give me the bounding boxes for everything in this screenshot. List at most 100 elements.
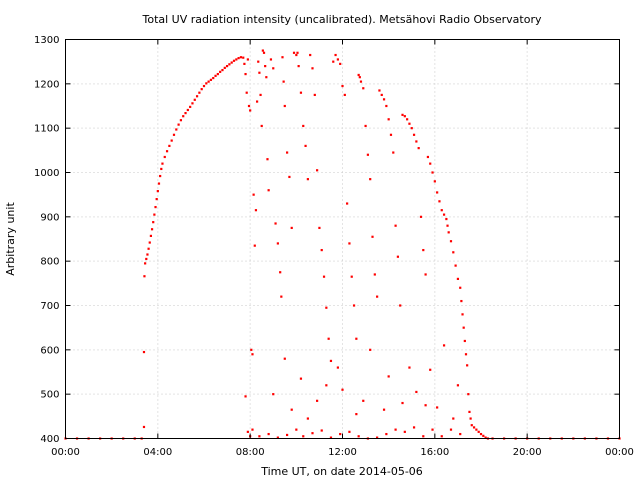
data-point	[143, 275, 146, 278]
data-point	[272, 393, 275, 396]
data-point	[149, 234, 153, 237]
data-point	[242, 56, 245, 59]
y-tick-label: 1100	[34, 124, 59, 135]
data-point	[200, 88, 203, 91]
data-point	[429, 368, 432, 371]
data-point	[456, 384, 460, 387]
data-point	[264, 65, 267, 68]
data-point	[429, 162, 432, 165]
y-tick-label: 900	[40, 212, 59, 223]
data-point	[258, 71, 261, 74]
y-tick-label: 400	[40, 434, 59, 445]
data-point	[221, 68, 224, 72]
data-point	[302, 124, 305, 128]
data-point	[253, 244, 256, 247]
data-point	[177, 123, 180, 126]
data-point	[357, 73, 360, 77]
data-point	[355, 337, 358, 340]
data-point	[265, 76, 268, 79]
data-point	[378, 89, 381, 92]
data-point	[459, 286, 462, 289]
x-axis-label: Time UT, on date 2014-05-06	[260, 465, 423, 478]
data-point	[357, 435, 360, 438]
data-point	[449, 240, 453, 243]
data-point	[246, 430, 249, 433]
data-point	[382, 98, 386, 101]
data-point	[286, 433, 289, 437]
data-point	[470, 424, 473, 427]
data-point	[309, 53, 312, 57]
data-point	[484, 436, 487, 439]
data-point	[257, 60, 260, 63]
data-point	[269, 58, 273, 61]
data-point	[159, 174, 162, 178]
data-point	[322, 275, 326, 278]
data-point	[399, 304, 402, 307]
data-point	[247, 104, 251, 108]
data-point	[306, 417, 309, 420]
data-point	[316, 169, 319, 172]
data-point	[304, 144, 307, 147]
data-point	[327, 337, 330, 340]
data-point	[299, 377, 303, 380]
data-point	[387, 118, 390, 121]
data-point	[249, 109, 252, 112]
data-point	[295, 53, 298, 57]
data-point	[468, 410, 471, 413]
data-point	[464, 353, 468, 356]
data-point	[449, 428, 453, 431]
data-point	[296, 51, 299, 54]
grid-lines	[65, 39, 620, 439]
data-point	[311, 432, 314, 435]
data-point	[152, 221, 155, 224]
y-tick-labels: 400 500 600 700 800 900 1000 1100 1200 1300	[34, 35, 59, 445]
data-point	[358, 76, 361, 79]
data-point	[280, 295, 283, 298]
data-point	[477, 430, 480, 433]
data-point	[336, 366, 339, 369]
data-point	[255, 100, 259, 103]
data-point	[244, 72, 247, 76]
data-point	[225, 65, 229, 68]
data-point	[369, 178, 372, 181]
data-point	[438, 200, 441, 203]
data-point	[184, 111, 187, 115]
data-point	[290, 408, 293, 411]
data-point	[147, 247, 150, 250]
data-point	[463, 339, 466, 343]
data-point	[146, 253, 149, 256]
data-point	[422, 435, 425, 438]
data-point	[401, 401, 404, 405]
data-point	[362, 87, 365, 90]
data-point	[460, 299, 463, 303]
data-point	[461, 313, 464, 316]
data-point	[387, 375, 390, 378]
data-point	[250, 348, 253, 351]
data-point	[355, 413, 358, 416]
data-point	[454, 264, 457, 267]
data-point	[219, 70, 222, 73]
data-point	[251, 428, 254, 431]
data-point	[380, 93, 383, 97]
data-point	[424, 273, 427, 276]
data-point	[148, 241, 151, 244]
data-point	[245, 91, 248, 94]
data-point	[329, 436, 333, 439]
data-point	[237, 57, 240, 60]
data-point	[145, 257, 148, 261]
data-point	[193, 98, 196, 101]
data-point	[155, 198, 158, 201]
data-point	[456, 277, 460, 280]
data-point	[198, 91, 201, 94]
data-point	[408, 366, 411, 369]
data-point	[371, 235, 374, 238]
data-point	[419, 215, 423, 218]
data-point	[373, 273, 376, 276]
y-tick-label: 600	[40, 345, 59, 356]
data-point	[288, 175, 291, 179]
data-point	[436, 406, 439, 409]
data-point	[389, 133, 393, 136]
data-point	[403, 115, 406, 118]
data-point	[415, 140, 418, 143]
